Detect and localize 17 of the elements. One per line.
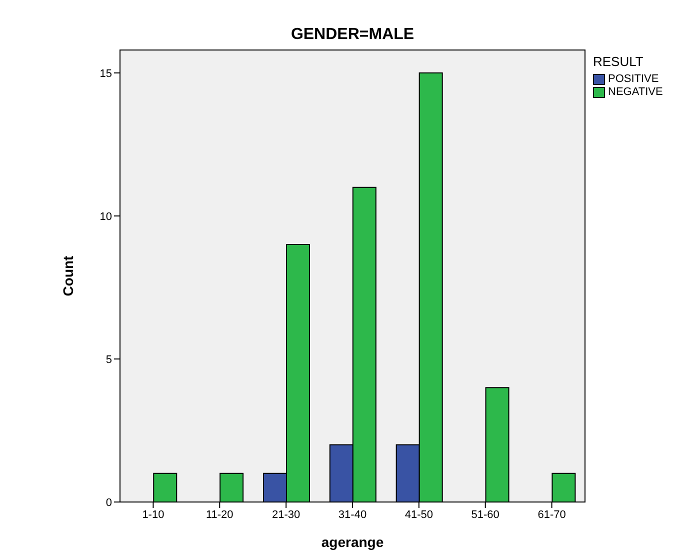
x-tick-label: 1-10: [142, 508, 164, 521]
y-tick-label: 0: [106, 496, 112, 509]
x-tick-label: 11-20: [206, 508, 234, 521]
x-tick-label: 61-70: [538, 508, 566, 521]
x-axis-title: agerange: [321, 534, 384, 550]
x-tick-label: 21-30: [272, 508, 300, 521]
legend-title: RESULT: [593, 54, 644, 69]
y-axis-title: Count: [60, 255, 76, 296]
y-tick-label: 15: [100, 68, 112, 80]
legend-label: POSITIVE: [608, 73, 659, 86]
y-tick-label: 10: [100, 210, 112, 223]
x-tick-label: 41-50: [404, 508, 433, 521]
legend-label: NEGATIVE: [608, 86, 663, 99]
x-tick-label: 51-60: [471, 508, 500, 521]
x-tick-label: 31-40: [338, 508, 367, 521]
y-tick-label: 5: [106, 354, 112, 366]
chart-title: GENDER=MALE: [290, 26, 416, 44]
